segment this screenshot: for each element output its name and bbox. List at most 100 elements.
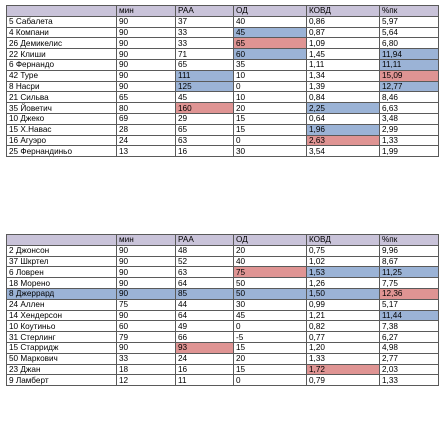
cell-raa: 52 — [175, 255, 234, 268]
cell-pk-pct: 12,77 — [379, 80, 439, 93]
cell-kovd: 1,26 — [306, 277, 380, 289]
cell-kovd: 1,02 — [306, 255, 380, 268]
cell-pk-pct: 11,44 — [379, 309, 439, 322]
table-row: 2 Джонсон 90 48 20 0,75 9,96 — [6, 244, 439, 257]
cell-od: 60 — [233, 48, 307, 60]
cell-player: 5 Сабалета — [6, 15, 117, 28]
cell-raa: 63 — [175, 266, 234, 279]
column-header-raa: РАА — [175, 5, 234, 17]
cell-pk-pct: 2,03 — [379, 363, 439, 376]
cell-raa: 29 — [175, 112, 234, 125]
cell-player: 15 Старридж — [6, 341, 117, 354]
cell-pk-pct: 1,33 — [379, 134, 439, 147]
cell-raa: 44 — [175, 298, 234, 311]
cell-pk-pct: 5,64 — [379, 26, 439, 39]
cell-minutes: 90 — [116, 37, 176, 50]
cell-player: 35 Йоветич — [6, 102, 117, 114]
stats-table-2: мин РАА ОД КОВД %пк 2 Джонсон 90 48 20 0,75 9,96 3… — [6, 234, 439, 387]
cell-player: 42 Туре — [6, 69, 117, 82]
cell-player: 31 Стерлинг — [6, 331, 117, 343]
cell-od: 20 — [233, 244, 307, 257]
cell-minutes: 90 — [116, 244, 176, 257]
cell-kovd: 0,86 — [306, 15, 380, 28]
table-row: 24 Аллен 75 44 30 0,99 5,17 — [6, 298, 439, 311]
column-header-raa: РАА — [175, 234, 234, 246]
cell-kovd: 1,53 — [306, 266, 380, 279]
cell-od: 50 — [233, 277, 307, 289]
cell-od: 15 — [233, 123, 307, 136]
column-header-player — [6, 5, 117, 17]
cell-raa: 33 — [175, 37, 234, 50]
table-row: 8 Джеррард 90 85 50 1,50 12,36 — [6, 287, 439, 300]
cell-player: 21 Сильва — [6, 91, 117, 104]
cell-minutes: 90 — [116, 287, 176, 300]
cell-minutes: 90 — [116, 15, 176, 28]
table-row: 8 Насри 90 125 0 1,39 12,77 — [6, 80, 439, 93]
table-row: 10 Джеко 69 29 15 0,64 3,48 — [6, 112, 439, 125]
cell-player: 8 Насри — [6, 80, 117, 93]
cell-pk-pct: 6,63 — [379, 102, 439, 114]
cell-minutes: 90 — [116, 309, 176, 322]
cell-player: 50 Маркович — [6, 352, 117, 365]
cell-raa: 63 — [175, 134, 234, 147]
cell-minutes: 90 — [116, 341, 176, 354]
cell-player: 10 Коутиньо — [6, 320, 117, 333]
cell-od: 15 — [233, 112, 307, 125]
table-row: 25 Фернандиньо 13 16 30 3,54 1,99 — [6, 145, 439, 158]
cell-raa: 24 — [175, 352, 234, 365]
cell-pk-pct: 2,77 — [379, 352, 439, 365]
table-row: 9 Ламберт 12 11 0 0,79 1,33 — [6, 374, 439, 387]
cell-minutes: 90 — [116, 255, 176, 268]
cell-od: 0 — [233, 80, 307, 93]
cell-od: 65 — [233, 37, 307, 50]
cell-od: 40 — [233, 15, 307, 28]
cell-kovd: 1,34 — [306, 69, 380, 82]
table-row: 6 Ловрен 90 63 75 1,53 11,25 — [6, 266, 439, 279]
cell-raa: 33 — [175, 26, 234, 39]
column-header-od: ОД — [233, 234, 307, 246]
cell-od: 30 — [233, 145, 307, 158]
table-row: 15 Х.Навас 28 65 15 1,96 2,99 — [6, 123, 439, 136]
cell-minutes: 13 — [116, 145, 176, 158]
cell-kovd: 1,21 — [306, 309, 380, 322]
cell-minutes: 90 — [116, 266, 176, 279]
cell-kovd: 3,54 — [306, 145, 380, 158]
cell-minutes: 90 — [116, 277, 176, 289]
cell-od: 50 — [233, 287, 307, 300]
cell-player: 22 Клиши — [6, 48, 117, 60]
cell-od: 0 — [233, 374, 307, 387]
cell-raa: 71 — [175, 48, 234, 60]
cell-od: 20 — [233, 102, 307, 114]
cell-minutes: 90 — [116, 69, 176, 82]
cell-player: 2 Джонсон — [6, 244, 117, 257]
table-row: 5 Сабалета 90 37 40 0,86 5,97 — [6, 15, 439, 28]
cell-kovd: 1,33 — [306, 352, 380, 365]
cell-kovd: 2,25 — [306, 102, 380, 114]
cell-od: 30 — [233, 298, 307, 311]
table-row: 50 Маркович 33 24 20 1,33 2,77 — [6, 352, 439, 365]
cell-pk-pct: 8,46 — [379, 91, 439, 104]
cell-raa: 85 — [175, 287, 234, 300]
cell-player: 6 Фернандо — [6, 58, 117, 71]
cell-od: -5 — [233, 331, 307, 343]
cell-raa: 65 — [175, 123, 234, 136]
cell-player: 26 Демикелис — [6, 37, 117, 50]
table-header: мин РАА ОД КОВД %пк — [6, 234, 439, 246]
table-row: 10 Коутиньо 60 49 0 0,82 7,38 — [6, 320, 439, 333]
cell-raa: 48 — [175, 244, 234, 257]
table-body: 5 Сабалета 90 37 40 0,86 5,97 4 Компани 90 33 45 0… — [6, 15, 439, 158]
table-body: 2 Джонсон 90 48 20 0,75 9,96 37 Шкртел 90 52 40 1,… — [6, 244, 439, 387]
cell-minutes: 12 — [116, 374, 176, 387]
cell-pk-pct: 2,99 — [379, 123, 439, 136]
cell-minutes: 65 — [116, 91, 176, 104]
table-row: 42 Туре 90 111 10 1,34 15,09 — [6, 69, 439, 82]
stats-table-1: мин РАА ОД КОВД %пк 5 Сабалета 90 37 40 0,86 5,97… — [6, 5, 439, 158]
table-header: мин РАА ОД КОВД %пк — [6, 5, 439, 17]
cell-minutes: 79 — [116, 331, 176, 343]
cell-raa: 111 — [175, 69, 234, 82]
cell-od: 45 — [233, 309, 307, 322]
cell-player: 15 Х.Навас — [6, 123, 117, 136]
table-row: 15 Старридж 90 93 15 1,20 4,98 — [6, 341, 439, 354]
cell-raa: 49 — [175, 320, 234, 333]
cell-od: 20 — [233, 352, 307, 365]
